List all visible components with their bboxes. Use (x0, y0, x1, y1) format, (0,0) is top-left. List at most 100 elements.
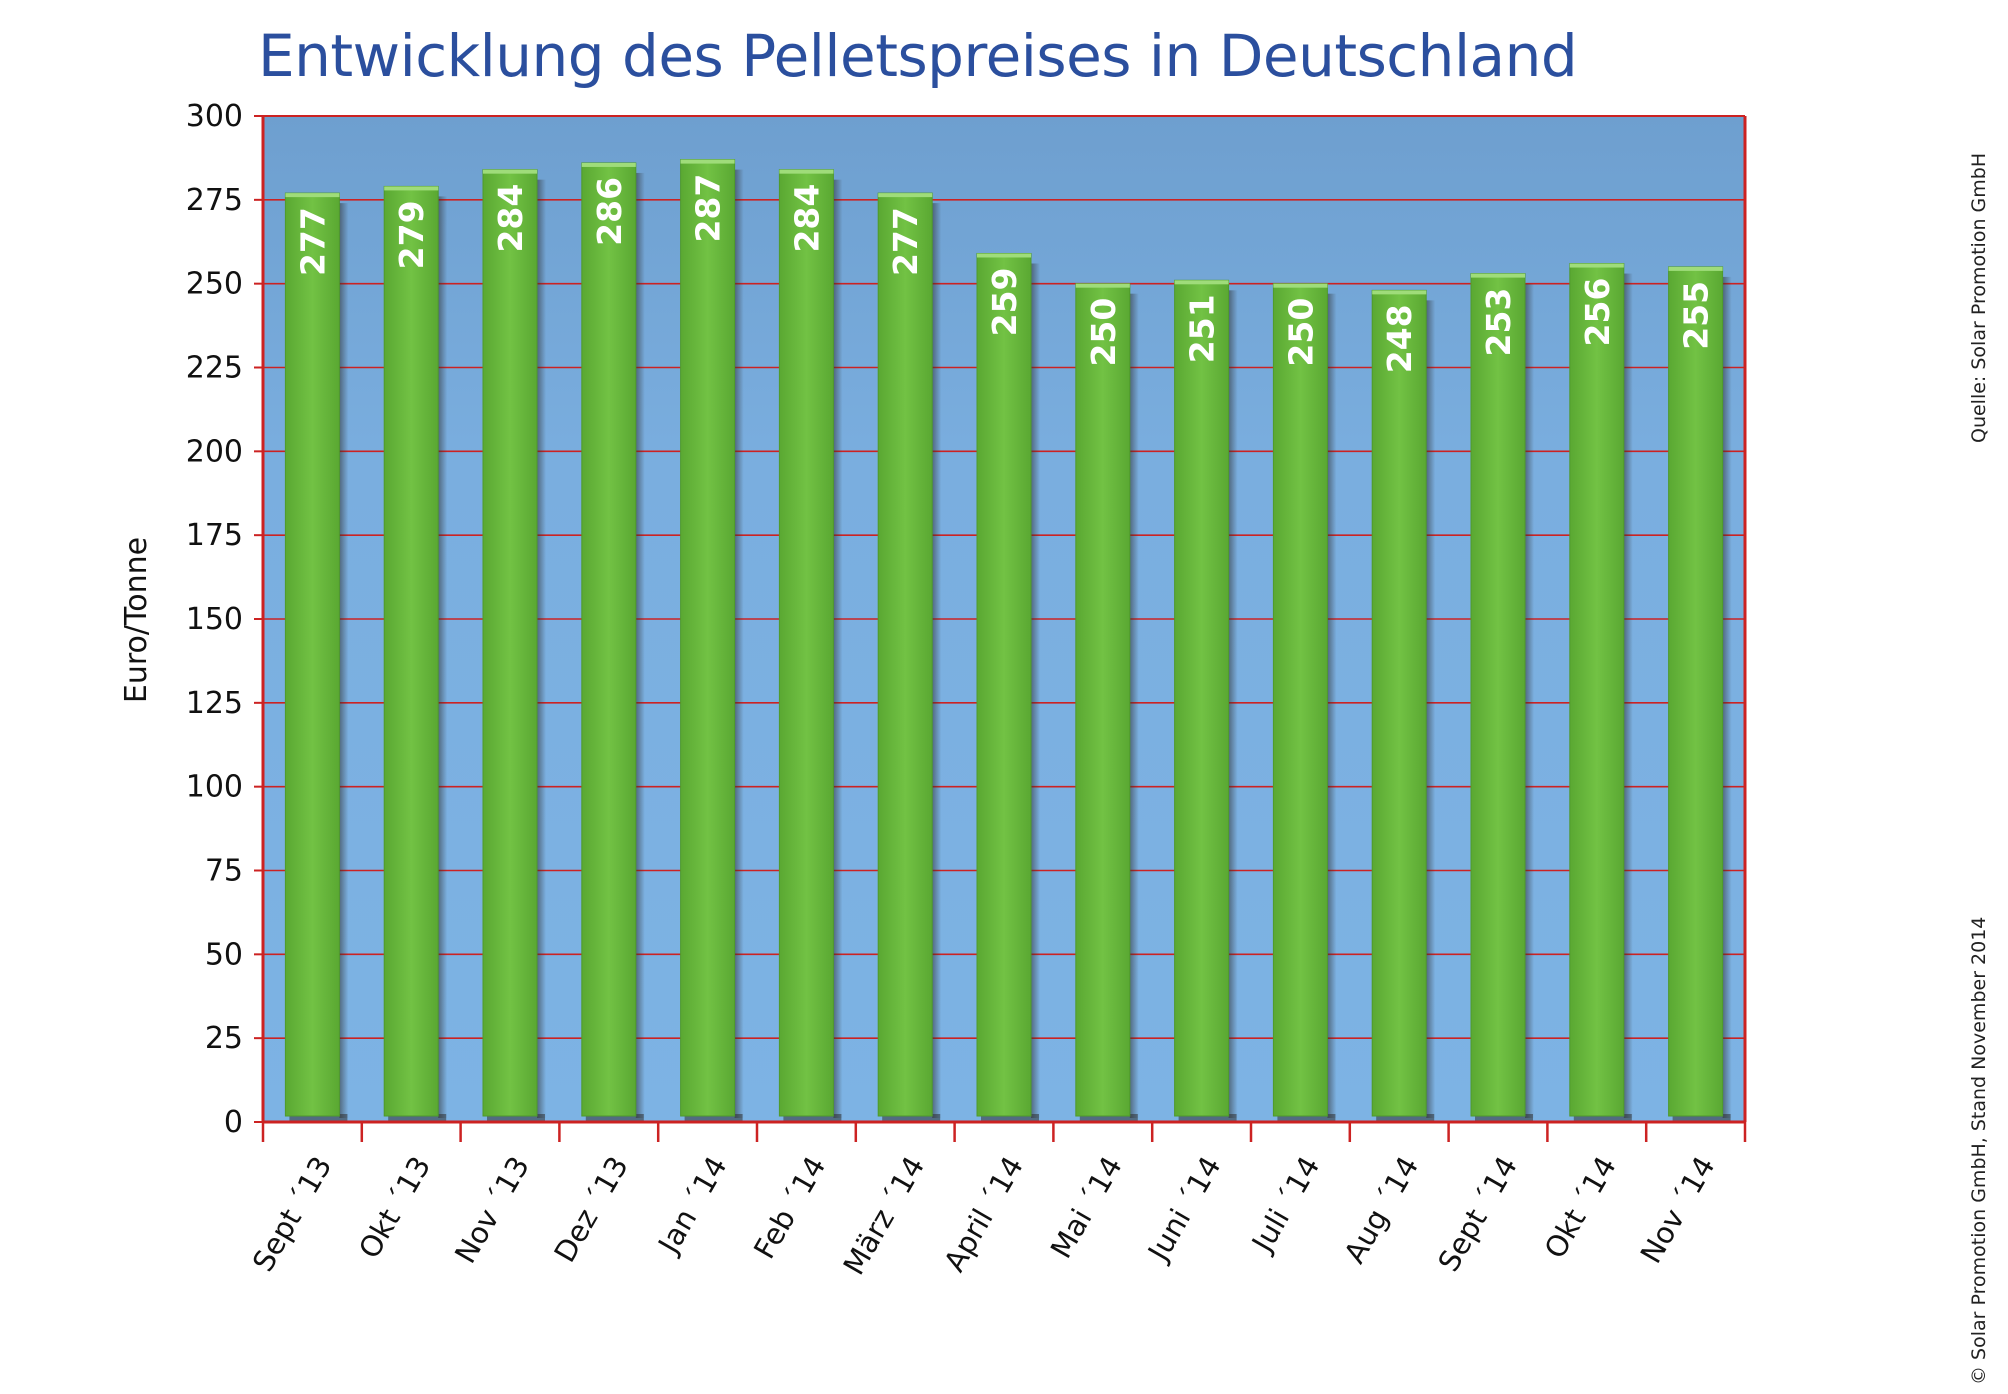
bar-shadow (1623, 273, 1633, 1119)
bar (778, 169, 834, 1117)
bar (680, 159, 736, 1117)
bar (976, 252, 1032, 1117)
bar-shadow (1525, 283, 1534, 1118)
copyright-note: © Solar Promotion GmbH, Stand November 2… (1968, 916, 1990, 1385)
y-tick-label: 300 (186, 99, 243, 134)
chart-title: Entwicklung des Pelletspreises in Deutsc… (258, 22, 1578, 90)
bar-value-label: 259 (985, 267, 1024, 336)
bar-value-label: 279 (392, 200, 431, 269)
bar-shadow-base (1178, 1114, 1237, 1122)
y-tick-label: 225 (186, 351, 243, 386)
bar-top (878, 193, 933, 198)
bar-value-label: 251 (1183, 294, 1222, 363)
x-category-label: Aug ´14 (1337, 1151, 1425, 1270)
bar-top (384, 186, 439, 191)
bar-shadow-base (487, 1114, 545, 1122)
bar-shadow (339, 203, 349, 1119)
bar (1470, 273, 1526, 1117)
bar (1569, 263, 1625, 1117)
bar-shadow-base (783, 1114, 842, 1122)
bar-shadow-base (1277, 1114, 1336, 1122)
bar-top (680, 159, 735, 164)
x-category-label: März ´14 (837, 1151, 932, 1281)
x-category-label: Sept ´13 (246, 1151, 339, 1278)
x-category-label: April ´14 (937, 1151, 1030, 1278)
bar-value-label: 253 (1479, 288, 1518, 357)
bar-value-label: 277 (293, 207, 332, 276)
x-category-label: Jan ´14 (651, 1151, 734, 1261)
bar-value-label: 284 (491, 184, 530, 253)
bar-shadow-base (585, 1114, 644, 1122)
bar-shadow-base (1376, 1114, 1435, 1122)
x-category-label: Sept ´14 (1431, 1151, 1524, 1278)
y-tick-label: 125 (186, 686, 243, 721)
bar-shadow-base (1573, 1114, 1632, 1122)
bar (1174, 279, 1230, 1117)
bar-shadow-base (388, 1114, 447, 1122)
x-category-label: Nov ´14 (1634, 1151, 1722, 1270)
bar-shadow (734, 169, 744, 1119)
bar-shadow (438, 196, 448, 1119)
bar-shadow (1228, 290, 1238, 1118)
bar (1075, 283, 1131, 1117)
bar-shadow (1129, 293, 1139, 1119)
x-category-label: Okt ´14 (1538, 1151, 1623, 1265)
bar (877, 192, 933, 1117)
bar-shadow (1722, 276, 1732, 1118)
x-category-label: Mai ´14 (1044, 1151, 1129, 1265)
bar-shadow-base (1079, 1114, 1138, 1122)
bar-value-label: 286 (590, 177, 629, 246)
x-category-label: Feb ´14 (747, 1151, 832, 1265)
y-tick-label: 100 (186, 770, 243, 805)
x-category-label: Dez ´13 (547, 1151, 634, 1268)
bar (284, 192, 340, 1117)
y-tick-label: 275 (186, 183, 243, 218)
bar-shadow (1426, 300, 1436, 1119)
x-category-label: Juli ´14 (1244, 1151, 1326, 1260)
bar-shadow-base (882, 1114, 941, 1122)
bar-shadow-base (1475, 1114, 1533, 1122)
bar (581, 162, 637, 1117)
x-category-label: Nov ´13 (448, 1151, 536, 1270)
bar-shadow (1327, 293, 1337, 1119)
bar (482, 169, 538, 1117)
bar-top (977, 253, 1031, 258)
bar (383, 185, 439, 1117)
bar-shadow (1031, 263, 1040, 1118)
y-tick-label: 0 (224, 1105, 243, 1140)
source-note: Quelle: Solar Promotion GmbH (1968, 152, 1990, 443)
bar-top (1372, 290, 1427, 295)
bar (1668, 266, 1724, 1117)
bar-shadow-base (1672, 1114, 1731, 1122)
bar-value-label: 277 (886, 207, 925, 276)
bar (1272, 283, 1328, 1117)
bar-value-label: 250 (1084, 298, 1123, 367)
bar-shadow-base (684, 1114, 743, 1122)
bar-value-label: 284 (787, 184, 826, 253)
bar-shadow-base (981, 1114, 1039, 1122)
y-axis-label: Euro/Tonne (119, 537, 154, 703)
bar-shadow-base (289, 1114, 348, 1122)
y-tick-label: 75 (205, 854, 243, 889)
bar-top (483, 169, 537, 174)
bar-top (779, 169, 834, 174)
bar-value-label: 287 (689, 174, 728, 243)
bar-top (1668, 266, 1723, 271)
bar-value-label: 248 (1380, 304, 1419, 373)
bar-shadow (635, 172, 645, 1119)
bar-value-label: 255 (1677, 281, 1716, 350)
bar (1371, 289, 1427, 1117)
bar-top (1569, 263, 1624, 268)
bar-top (1174, 280, 1229, 285)
bar-shadow (932, 203, 942, 1119)
x-category-label: Juni ´14 (1140, 1151, 1227, 1268)
bar-value-label: 256 (1578, 278, 1617, 347)
bar-value-label: 250 (1281, 298, 1320, 367)
bar-shadow (537, 179, 546, 1119)
x-category-label: Okt ´13 (352, 1151, 437, 1265)
bar-top (1075, 283, 1130, 288)
bar-shadow (833, 179, 843, 1119)
bar-top (1273, 283, 1328, 288)
y-tick-label: 250 (186, 267, 243, 302)
